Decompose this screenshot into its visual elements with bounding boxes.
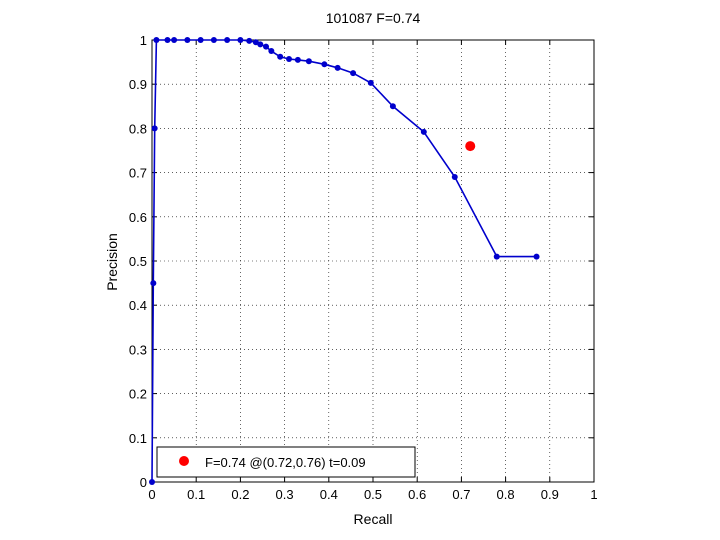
pr-curve-point	[263, 43, 270, 50]
pr-curve-point	[367, 79, 374, 86]
x-tick-label: 0.1	[187, 487, 205, 502]
pr-curve-point	[451, 174, 458, 181]
pr-curve-point	[246, 37, 253, 44]
x-tick-label: 0.8	[497, 487, 515, 502]
x-tick-label: 0.6	[408, 487, 426, 502]
pr-curve-point	[197, 37, 204, 43]
y-tick-label: 0.4	[129, 298, 147, 313]
y-axis-label: Precision	[104, 233, 120, 291]
pr-curve-point	[150, 280, 157, 287]
y-tick-label: 0.5	[129, 254, 147, 269]
pr-curve-point	[257, 41, 264, 48]
pr-curve-point	[252, 39, 259, 46]
pr-curve-point	[153, 37, 160, 43]
y-tick-label: 0.1	[129, 431, 147, 446]
pr-curve-point	[184, 37, 191, 43]
pr-curve-point	[210, 37, 217, 43]
pr-curve-point	[493, 253, 500, 260]
pr-curve-point	[171, 37, 178, 43]
pr-curve-point	[321, 61, 328, 68]
y-tick-label: 1	[140, 33, 147, 48]
pr-curve-point	[277, 53, 284, 60]
pr-curve-point	[149, 479, 155, 485]
y-tick-label: 0.8	[129, 121, 147, 136]
y-tick-label: 0.2	[129, 387, 147, 402]
x-tick-label: 0	[148, 487, 155, 502]
pr-curve-point	[224, 37, 231, 43]
y-tick-label: 0.6	[129, 210, 147, 225]
legend: F=0.74 @(0.72,0.76) t=0.09	[156, 446, 416, 478]
chart-title: 101087 F=0.74	[326, 10, 421, 26]
legend-entry: F=0.74 @(0.72,0.76) t=0.09	[205, 455, 366, 470]
x-tick-label: 0.3	[276, 487, 294, 502]
pr-curve-point	[533, 253, 540, 260]
pr-curve-point	[389, 103, 396, 110]
y-tick-label: 0.9	[129, 77, 147, 92]
y-tick-label: 0.7	[129, 166, 147, 181]
x-axis-label: Recall	[354, 511, 393, 527]
x-tick-label: 0.5	[364, 487, 382, 502]
pr-curve-point	[334, 64, 341, 71]
legend-box	[156, 446, 416, 478]
x-tick-label: 0.9	[541, 487, 559, 502]
best-f-point	[465, 141, 476, 152]
y-tick-label: 0.3	[129, 342, 147, 357]
y-tick-label: 0	[140, 475, 147, 490]
series-layer	[149, 37, 540, 485]
x-tick-label: 0.4	[320, 487, 338, 502]
grid	[152, 40, 594, 482]
pr-curve-point	[268, 48, 275, 55]
x-tick-label: 0.7	[452, 487, 470, 502]
pr-curve-point	[350, 70, 357, 77]
pr-curve-point	[164, 37, 171, 43]
pr-curve-point	[286, 56, 293, 63]
ticks: 0 0.1 0.2 0.3 0.4 0.5 0.6 0.7 0.8 0.9 1 0 0.1 0.2 0.3 0…	[129, 33, 598, 502]
pr-curve-point	[420, 128, 427, 135]
x-tick-label: 1	[590, 487, 597, 502]
pr-curve-point	[237, 37, 244, 43]
pr-curve-point	[151, 125, 158, 132]
pr-curve-point	[294, 56, 301, 63]
x-tick-label: 0.2	[231, 487, 249, 502]
legend-marker	[179, 456, 189, 466]
pr-curve-point	[305, 58, 312, 65]
